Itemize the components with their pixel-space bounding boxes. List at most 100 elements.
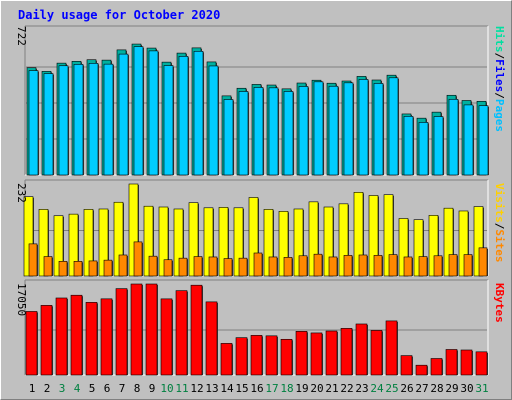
bar-sites (448, 254, 458, 277)
x-tick-label: 26 (400, 382, 413, 395)
bar-visits (323, 206, 334, 277)
bar-kbytes (355, 323, 368, 376)
legend-sep: / (493, 53, 506, 60)
bar-visits (368, 195, 379, 277)
bar-kbytes (325, 330, 338, 376)
bar-kbytes (25, 311, 38, 376)
legend-kbytes: KBytes (493, 283, 506, 323)
bar-visits (203, 207, 214, 277)
bar-files (103, 63, 114, 176)
bar-visits (173, 208, 184, 277)
bar-kbytes (85, 302, 98, 376)
chart-labels: 1 2 3 4 5 6 7 8 9 10 11 12 13 14 15 16 17 18 19 20 21 22 23 24 2… (29, 382, 489, 395)
x-tick-label: 16 (250, 382, 263, 395)
bar-kbytes (460, 349, 473, 376)
bar-kbytes (265, 335, 278, 376)
bar-kbytes (40, 305, 53, 376)
x-tick-label: 7 (119, 382, 126, 395)
bar-sites (88, 260, 98, 277)
legend-kbytes-group: KBytes (493, 283, 506, 323)
bar-visits (83, 209, 94, 277)
bar-sites (388, 254, 398, 277)
bar-sites (148, 255, 158, 277)
bar-sites (358, 254, 368, 277)
bar-files (388, 77, 399, 176)
x-tick-label: 13 (205, 382, 218, 395)
bar-visits (248, 197, 259, 277)
bar-kbytes (55, 297, 68, 376)
bar-files (73, 64, 84, 176)
bar-sites (373, 255, 383, 277)
bar-files (343, 82, 354, 176)
bar-visits (233, 207, 244, 277)
bar-sites (223, 258, 233, 277)
bar-files (43, 73, 54, 176)
bar-sites (433, 255, 443, 277)
bar-sites (463, 254, 473, 277)
bar-sites (103, 259, 113, 277)
bar-sites (58, 261, 68, 277)
bar-files (328, 85, 339, 176)
x-tick-label: 14 (220, 382, 234, 395)
x-tick-label: 19 (295, 382, 308, 395)
bar-kbytes (220, 343, 233, 376)
x-tick-label: 4 (74, 382, 81, 395)
bar-files (253, 87, 264, 176)
x-tick-label: 15 (235, 382, 248, 395)
bar-files (418, 122, 429, 176)
bar-kbytes (70, 294, 83, 376)
bar-kbytes (130, 283, 143, 376)
bar-files (268, 87, 279, 176)
bar-kbytes (475, 351, 488, 376)
bar-visits (383, 194, 394, 277)
x-tick-label: 18 (280, 382, 293, 395)
bar-sites (298, 255, 308, 277)
bar-sites (268, 256, 278, 277)
bar-sites (238, 257, 248, 277)
legend-sep: / (493, 92, 506, 99)
legend-sites: Sites (493, 229, 506, 262)
bar-files (88, 63, 99, 176)
bar-kbytes (235, 337, 248, 376)
bar-visits (158, 206, 169, 277)
x-tick-label: 12 (190, 382, 203, 395)
bar-sites (313, 253, 323, 277)
bar-visits (128, 183, 139, 277)
bar-files (148, 50, 159, 176)
bar-visits (443, 207, 454, 277)
bar-visits (473, 206, 484, 277)
legend-files: Files (493, 59, 506, 92)
bar-visits (143, 205, 154, 277)
bar-visits (308, 201, 319, 277)
legend-sep: / (493, 223, 506, 230)
bar-visits (413, 219, 424, 277)
bar-files (28, 70, 39, 176)
x-tick-label: 1 (29, 382, 36, 395)
bar-kbytes (205, 301, 218, 376)
bar-kbytes (415, 364, 428, 376)
bar-files (463, 104, 474, 176)
bar-files (433, 116, 444, 176)
x-tick-label: 11 (175, 382, 188, 395)
x-tick-label: 5 (89, 382, 96, 395)
x-tick-label: 31 (475, 382, 488, 395)
bar-sites (403, 256, 413, 277)
chart-title: Daily usage for October 2020 (18, 8, 221, 22)
bar-files (448, 98, 459, 176)
legend-pages: Pages (493, 99, 506, 132)
bar-kbytes (250, 335, 263, 376)
x-tick-label: 8 (134, 382, 141, 395)
bar-visits (263, 209, 274, 277)
ymax-label-kbytes: 17050 (15, 283, 28, 316)
bar-visits (278, 211, 289, 277)
bar-sites (418, 256, 428, 277)
bar-visits (458, 210, 469, 277)
bar-files (208, 65, 219, 176)
x-tick-label: 6 (104, 382, 111, 395)
bar-kbytes (145, 283, 158, 376)
legend-hits: Hits (493, 26, 506, 53)
bar-visits (188, 202, 199, 277)
bar-kbytes (175, 290, 188, 376)
legend-visits: Visits (493, 183, 506, 223)
